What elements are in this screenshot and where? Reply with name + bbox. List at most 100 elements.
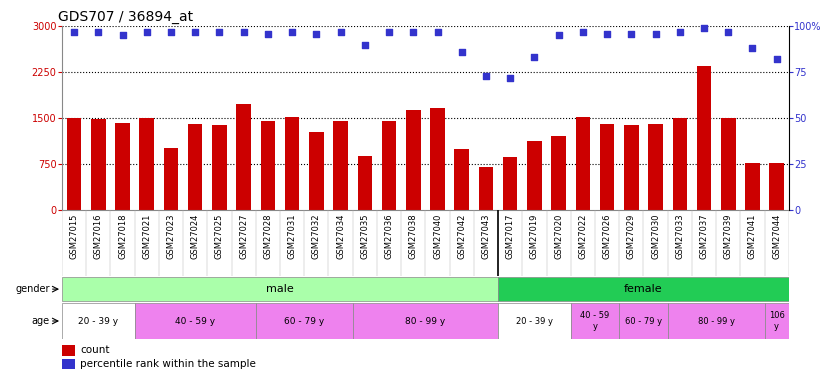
Point [479,73,492,79]
Bar [697,66,711,210]
Text: GSM27020: GSM27020 [554,213,563,259]
Text: GSM27018: GSM27018 [118,213,127,259]
Point [455,49,468,55]
Bar [770,162,784,210]
Point [140,29,154,35]
Bar [358,156,372,210]
Text: GSM27033: GSM27033 [676,213,684,259]
Text: GSM27036: GSM27036 [385,213,393,259]
Bar [91,119,106,210]
Text: count: count [80,345,110,355]
Text: 20 - 39 y: 20 - 39 y [516,316,553,326]
Text: GSM27031: GSM27031 [287,213,297,259]
Bar [648,124,662,210]
Point [697,25,710,31]
Text: GSM27034: GSM27034 [336,213,345,259]
Bar [135,303,256,339]
Text: percentile rank within the sample: percentile rank within the sample [80,359,256,369]
Bar [212,126,226,210]
Text: gender: gender [16,284,50,294]
Text: GSM27017: GSM27017 [506,213,515,259]
Text: GDS707 / 36894_at: GDS707 / 36894_at [59,10,193,24]
Point [92,29,105,35]
Bar [406,110,420,210]
Text: GSM27039: GSM27039 [724,213,733,259]
Point [504,75,517,81]
Text: 20 - 39 y: 20 - 39 y [78,316,118,326]
Text: GSM27038: GSM27038 [409,213,418,259]
Bar [498,277,789,302]
Point [164,29,178,35]
Text: 80 - 99 y: 80 - 99 y [406,316,445,326]
Bar [571,303,620,339]
Bar [382,121,396,210]
Bar [454,149,469,210]
Bar [498,303,571,339]
Point [406,29,420,35]
Point [116,33,129,39]
Text: GSM27027: GSM27027 [240,213,248,259]
Text: GSM27040: GSM27040 [433,213,442,259]
Point [649,31,662,37]
Point [286,29,299,35]
Bar [62,303,135,339]
Bar [600,124,615,210]
Text: GSM27024: GSM27024 [191,213,200,259]
Text: age: age [31,316,50,326]
Text: 40 - 59
y: 40 - 59 y [581,311,610,331]
Bar [256,303,353,339]
Bar [62,345,75,355]
Bar [353,303,498,339]
Bar [503,157,517,210]
Text: GSM27022: GSM27022 [578,213,587,259]
Text: GSM27029: GSM27029 [627,213,636,259]
Bar [667,303,765,339]
Bar [164,147,178,210]
Text: GSM27025: GSM27025 [215,213,224,259]
Point [382,29,396,35]
Text: 106
y: 106 y [769,311,785,331]
Point [237,29,250,35]
Text: GSM27043: GSM27043 [482,213,491,259]
Point [746,45,759,51]
Text: GSM27030: GSM27030 [651,213,660,259]
Text: 60 - 79 y: 60 - 79 y [284,316,325,326]
Bar [62,359,75,369]
Bar [765,303,789,339]
Text: male: male [266,284,294,294]
Text: GSM27042: GSM27042 [458,213,466,259]
Bar [62,277,498,302]
Bar [334,121,348,210]
Text: GSM27019: GSM27019 [530,213,539,259]
Point [673,29,686,35]
Text: 40 - 59 y: 40 - 59 y [175,316,216,326]
Bar [188,124,202,210]
Bar [285,117,299,210]
Bar [721,118,735,210]
Point [213,29,226,35]
Text: 80 - 99 y: 80 - 99 y [698,316,734,326]
Point [722,29,735,35]
Point [261,31,274,37]
Text: GSM27015: GSM27015 [69,213,78,259]
Text: GSM27023: GSM27023 [167,213,175,259]
Bar [672,118,687,210]
Bar [430,108,444,210]
Text: 60 - 79 y: 60 - 79 y [625,316,662,326]
Point [770,56,783,62]
Text: GSM27035: GSM27035 [360,213,369,259]
Point [577,29,590,35]
Point [358,42,372,48]
Text: GSM27026: GSM27026 [603,213,611,259]
Point [188,29,202,35]
Point [68,29,81,35]
Text: GSM27044: GSM27044 [772,213,781,259]
Point [528,54,541,60]
Bar [745,164,760,210]
Point [334,29,347,35]
Bar [236,104,251,210]
Point [624,31,638,37]
Text: GSM27041: GSM27041 [748,213,757,259]
Bar [261,121,275,210]
Point [431,29,444,35]
